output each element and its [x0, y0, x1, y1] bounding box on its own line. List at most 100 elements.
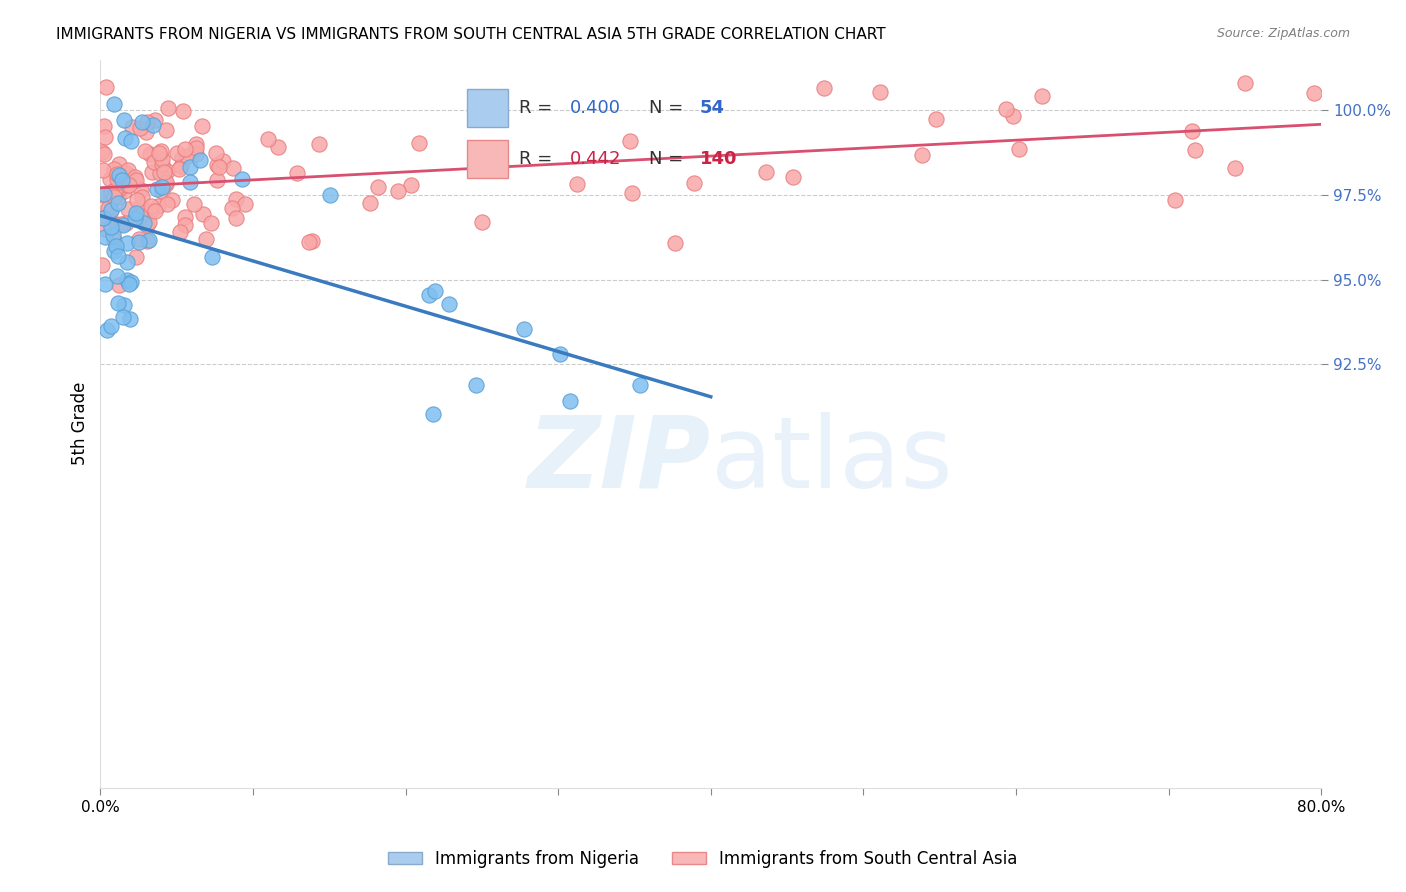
Point	[233, 197, 256, 211]
Point	[422, 407, 444, 421]
Point	[128, 235, 150, 249]
Point	[107, 195, 129, 210]
Point	[150, 157, 173, 171]
Point	[100, 185, 122, 199]
Point	[995, 103, 1018, 117]
Point	[664, 235, 686, 250]
Point	[117, 235, 139, 250]
Point	[110, 175, 132, 189]
Point	[117, 162, 139, 177]
Point	[231, 172, 253, 186]
Point	[107, 190, 129, 204]
Point	[193, 207, 215, 221]
Point	[179, 175, 201, 189]
Point	[682, 176, 704, 190]
Point	[136, 115, 159, 129]
Point	[91, 211, 114, 226]
Point	[135, 125, 157, 139]
Point	[195, 232, 218, 246]
Point	[153, 165, 176, 179]
Point	[755, 164, 778, 178]
Point	[93, 162, 115, 177]
Point	[136, 234, 159, 248]
Point	[408, 136, 430, 150]
Point	[172, 103, 194, 118]
Point	[267, 140, 290, 154]
Point	[1302, 87, 1324, 101]
Point	[146, 181, 169, 195]
Point	[105, 167, 128, 181]
Point	[112, 184, 135, 198]
Point	[174, 142, 197, 156]
Point	[105, 218, 128, 232]
Point	[117, 202, 139, 217]
Point	[100, 203, 122, 218]
Point	[150, 179, 173, 194]
Point	[107, 269, 129, 284]
Point	[100, 318, 122, 333]
Point	[782, 170, 804, 185]
Point	[170, 159, 193, 173]
Point	[118, 178, 141, 192]
Point	[104, 183, 127, 197]
Point	[103, 189, 125, 203]
Point	[136, 218, 159, 232]
Point	[567, 177, 589, 191]
Point	[399, 178, 422, 192]
Point	[128, 210, 150, 224]
Point	[1184, 144, 1206, 158]
Point	[96, 322, 118, 336]
Point	[911, 147, 934, 161]
Text: IMMIGRANTS FROM NIGERIA VS IMMIGRANTS FROM SOUTH CENTRAL ASIA 5TH GRADE CORRELAT: IMMIGRANTS FROM NIGERIA VS IMMIGRANTS FR…	[56, 27, 886, 42]
Point	[139, 146, 162, 161]
Point	[94, 230, 117, 244]
Point	[359, 195, 381, 210]
Point	[150, 184, 173, 198]
Point	[124, 211, 146, 226]
Point	[155, 123, 177, 137]
Point	[148, 166, 170, 180]
Point	[91, 258, 114, 272]
Point	[103, 96, 125, 111]
Point	[111, 218, 134, 232]
Point	[619, 134, 641, 148]
Point	[93, 187, 115, 202]
Point	[103, 228, 125, 243]
Point	[184, 137, 207, 152]
Point	[167, 161, 190, 176]
Point	[170, 151, 193, 165]
Point	[125, 193, 148, 207]
Point	[96, 80, 118, 95]
Point	[184, 146, 207, 161]
Point	[418, 288, 440, 302]
Point	[98, 172, 121, 186]
Point	[205, 146, 228, 161]
Point	[149, 144, 172, 158]
Point	[114, 131, 136, 145]
Point	[115, 166, 138, 180]
Point	[128, 232, 150, 246]
Point	[143, 155, 166, 169]
Point	[869, 85, 891, 99]
Point	[129, 200, 152, 214]
Y-axis label: 5th Grade: 5th Grade	[72, 382, 89, 466]
Point	[387, 184, 409, 198]
Point	[471, 214, 494, 228]
Point	[1031, 89, 1053, 103]
Point	[104, 239, 127, 253]
Point	[465, 378, 488, 392]
Point	[112, 112, 135, 127]
Point	[1225, 161, 1247, 175]
Point	[558, 393, 581, 408]
Point	[138, 215, 160, 229]
Point	[225, 211, 247, 226]
Text: Source: ZipAtlas.com: Source: ZipAtlas.com	[1216, 27, 1350, 40]
Point	[120, 169, 142, 183]
Point	[93, 119, 115, 133]
Point	[513, 322, 536, 336]
Point	[183, 197, 205, 211]
Point	[124, 172, 146, 186]
Point	[110, 217, 132, 231]
Point	[184, 141, 207, 155]
Point	[103, 161, 125, 176]
